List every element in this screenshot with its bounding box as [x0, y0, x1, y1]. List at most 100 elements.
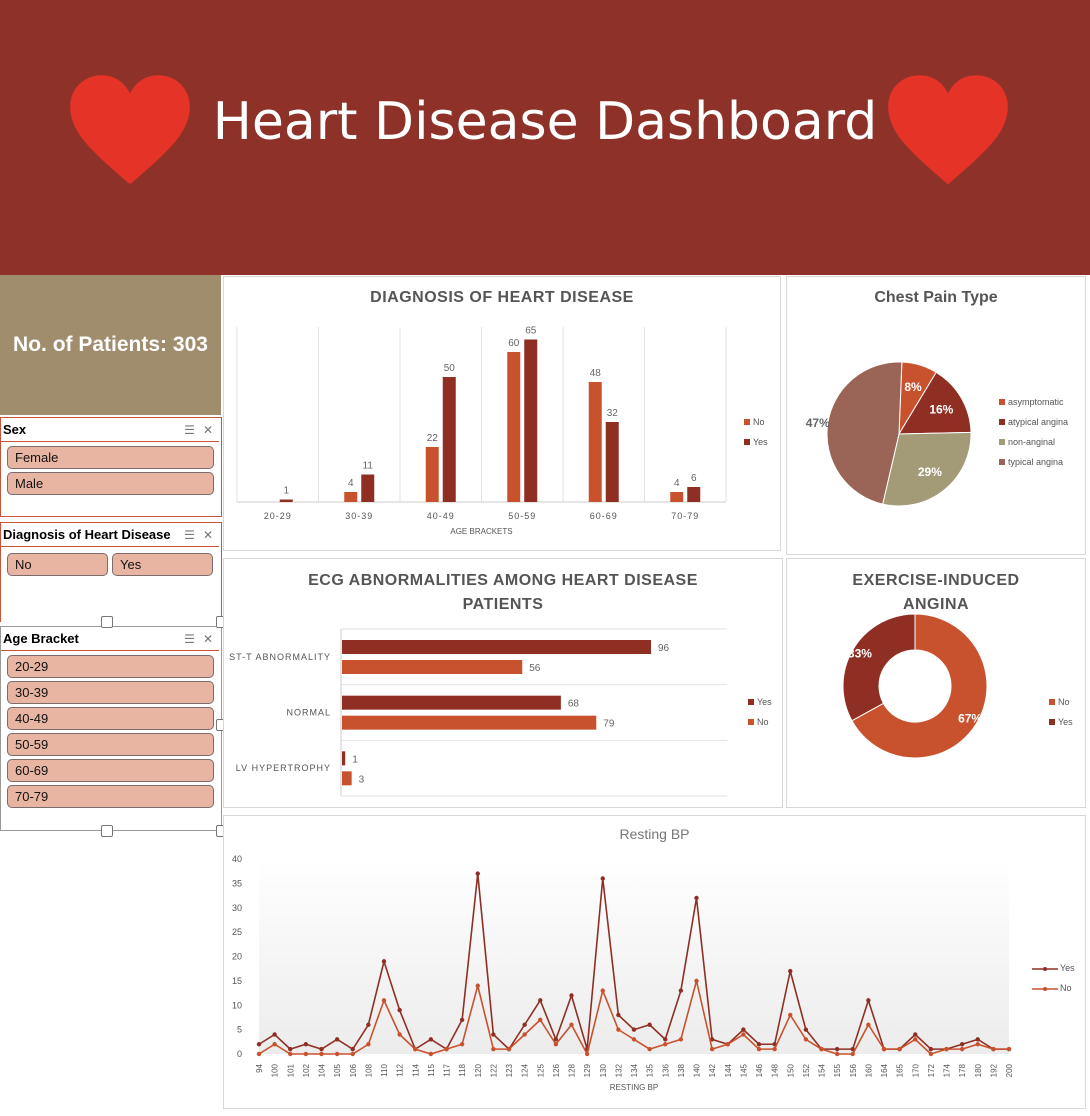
legend-item-no: No — [1032, 983, 1072, 993]
data-point-no — [866, 1022, 871, 1027]
data-point-yes — [569, 993, 574, 998]
clear-filter-icon[interactable]: ✕ — [202, 631, 213, 646]
slicer-item-50-59[interactable]: 50-59 — [7, 733, 214, 756]
resize-handle[interactable] — [101, 825, 113, 837]
slicer-header: Age Bracket ☰ ✕ — [1, 627, 219, 651]
multi-select-icon[interactable]: ☰ — [184, 631, 195, 646]
page-title: Heart Disease Dashboard — [212, 92, 878, 152]
resting-bp-panel: Resting BP 0 5 10 15 20 25 30 35 40 94 100 101 102 10… — [223, 815, 1086, 1109]
x-tick-label: 144 — [724, 1063, 733, 1077]
doughnut-slice-no — [851, 613, 988, 759]
x-tick-label: 125 — [536, 1063, 545, 1077]
data-point-no — [288, 1051, 293, 1057]
age-bracket-slicer[interactable]: Age Bracket ☰ ✕ 20-29 30-39 40-49 50-59 … — [0, 626, 222, 831]
exercise-angina-doughnut-chart: 67% 33% — [842, 613, 988, 759]
legend-item-asymptomatic: asymptomatic — [999, 397, 1064, 407]
data-point-yes — [913, 1032, 918, 1037]
data-point-no — [991, 1046, 996, 1052]
data-point-no — [553, 1042, 559, 1047]
heart-icon — [888, 75, 1008, 185]
data-point-no — [834, 1051, 840, 1057]
x-tick-label: 172 — [927, 1063, 936, 1077]
x-tick-label: 20-29 — [264, 511, 292, 521]
x-tick-label: 118 — [458, 1063, 467, 1076]
slice-label: 8% — [904, 380, 922, 394]
x-tick-label: 110 — [380, 1063, 389, 1076]
y-tick-label: 5 — [237, 1025, 242, 1035]
legend-item-atypical-angina: atypical angina — [999, 417, 1068, 427]
resize-handle[interactable] — [101, 616, 113, 628]
data-point-no — [303, 1051, 309, 1057]
legend-item-yes: Yes — [1032, 963, 1075, 973]
data-label: 32 — [607, 408, 619, 419]
data-label: 22 — [427, 433, 439, 444]
data-label: 1 — [283, 486, 289, 497]
slice-label: 67% — [958, 712, 982, 726]
slicer-item-20-29[interactable]: 20-29 — [7, 655, 214, 678]
x-tick-label: 152 — [802, 1063, 811, 1077]
x-tick-label: 105 — [333, 1063, 342, 1077]
data-point-no — [350, 1051, 355, 1057]
data-point-no — [616, 1027, 621, 1032]
data-point-yes — [788, 968, 793, 974]
data-point-no — [272, 1042, 277, 1047]
legend-swatch — [748, 699, 754, 705]
legend-swatch — [1049, 699, 1055, 705]
diagnosis-slicer: Diagnosis of Heart Disease ☰ ✕ No Yes — [0, 522, 222, 622]
x-tick-label: 164 — [880, 1063, 889, 1077]
x-tick-label: 145 — [739, 1063, 748, 1077]
data-point-no — [600, 988, 605, 993]
data-point-yes — [538, 998, 543, 1003]
multi-select-icon[interactable]: ☰ — [184, 527, 195, 542]
data-point-no — [881, 1046, 887, 1052]
x-tick-label: 156 — [849, 1063, 858, 1077]
data-point-yes — [350, 1046, 355, 1052]
sex-slicer: Sex ☰ ✕ Female Male — [0, 417, 222, 517]
data-point-no — [819, 1046, 824, 1052]
slicer-item-60-69[interactable]: 60-69 — [7, 759, 214, 782]
slicer-item-female[interactable]: Female — [7, 446, 214, 469]
data-point-no — [694, 978, 699, 984]
multi-select-icon[interactable]: ☰ — [184, 422, 195, 437]
data-point-no — [772, 1046, 777, 1052]
slicer-item-yes[interactable]: Yes — [112, 553, 213, 576]
data-point-yes — [631, 1027, 637, 1032]
x-tick-label: 124 — [521, 1063, 530, 1077]
legend-item-no: No — [1049, 697, 1070, 707]
slicer-item-male[interactable]: Male — [7, 472, 214, 495]
data-label: 4 — [348, 478, 354, 489]
legend-swatch — [1049, 719, 1055, 725]
slicer-item-40-49[interactable]: 40-49 — [7, 707, 214, 730]
clear-filter-icon[interactable]: ✕ — [202, 422, 213, 437]
x-tick-label: 160 — [864, 1063, 873, 1077]
data-point-yes — [756, 1042, 762, 1047]
x-tick-label: 128 — [568, 1063, 577, 1077]
slicer-item-30-39[interactable]: 30-39 — [7, 681, 214, 704]
x-tick-label: 120 — [474, 1063, 483, 1077]
chart-title: Chest Pain Type — [874, 289, 998, 306]
data-label: 65 — [525, 326, 537, 337]
x-tick-label: 70-79 — [671, 511, 699, 521]
data-point-yes — [319, 1046, 324, 1052]
bar-no — [342, 771, 352, 786]
diagnosis-chart-panel: DIAGNOSIS OF HEART DISEASE 20-29 1 30-39 4 1… — [223, 276, 781, 551]
bar-no — [344, 492, 358, 502]
slicer-items-row: No Yes — [7, 551, 213, 578]
chart-title: EXERCISE-INDUCED ANGINA — [852, 572, 1020, 613]
pie-slice-non-anginal — [882, 431, 972, 507]
data-point-yes — [803, 1027, 809, 1032]
legend-item-yes: Yes — [748, 697, 772, 707]
data-point-yes — [616, 1012, 621, 1018]
resting-bp-line-chart: 0 5 10 15 20 25 30 35 40 94 100 101 102 104 105 106 108 1… — [232, 854, 1014, 1092]
x-tick-label: 140 — [693, 1063, 702, 1077]
data-point-yes — [866, 998, 871, 1003]
clear-filter-icon[interactable]: ✕ — [202, 527, 213, 542]
x-tick-label: 129 — [583, 1063, 592, 1077]
data-point-no — [491, 1046, 496, 1052]
x-tick-label: 114 — [411, 1063, 420, 1076]
bar-yes — [442, 377, 456, 502]
slicer-item-no[interactable]: No — [7, 553, 108, 576]
slicer-item-70-79[interactable]: 70-79 — [7, 785, 214, 808]
data-point-no — [913, 1037, 918, 1042]
data-point-no — [366, 1042, 371, 1047]
